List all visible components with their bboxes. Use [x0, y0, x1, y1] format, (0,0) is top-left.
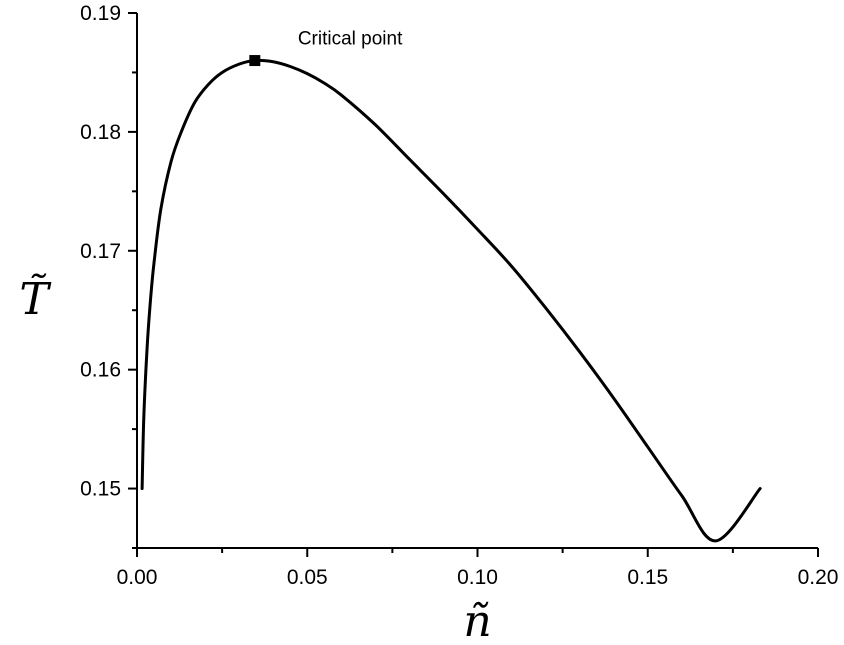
x-tick-label: 0.15 [627, 566, 668, 589]
y-tick-label: 0.17 [80, 240, 121, 263]
tick-labels: 0.00 0.05 0.10 0.15 0.20 0.15 0.16 0.17 0.18 0.19 [80, 2, 838, 589]
coexistence-curve [140, 58, 762, 543]
y-tick-label: 0.19 [80, 2, 121, 25]
y-axis-label: T̃ [19, 272, 52, 325]
x-tick-label: 0.00 [117, 566, 158, 589]
x-tick-label: 0.10 [457, 566, 498, 589]
y-tick-label: 0.16 [80, 359, 121, 382]
axes [136, 13, 818, 549]
x-axis-label: ñ [463, 596, 491, 645]
x-tick-label: 0.20 [798, 566, 839, 589]
critical-point-marker [249, 55, 261, 67]
ticks [128, 12, 819, 557]
y-tick-label: 0.15 [80, 478, 121, 501]
x-tick-label: 0.05 [287, 566, 328, 589]
y-tick-label: 0.18 [80, 121, 121, 144]
critical-point-label: Critical point [298, 29, 403, 50]
